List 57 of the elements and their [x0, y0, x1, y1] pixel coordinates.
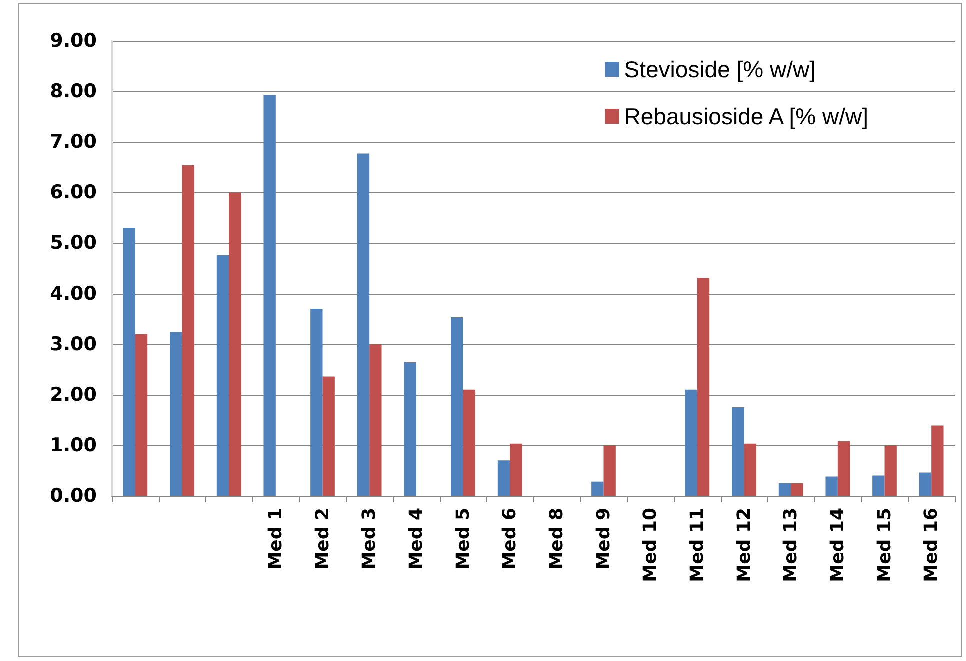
bar — [778, 483, 792, 496]
bar — [310, 308, 323, 496]
x-tick-label: Med 10 — [640, 508, 662, 582]
bar — [498, 460, 510, 496]
x-tick-label: Med 9 — [593, 508, 614, 570]
legend-label: Stevioside [% w/w] — [624, 56, 816, 82]
x-tick-label: Med 15 — [874, 508, 896, 582]
y-tick-label: 4.00 — [50, 282, 97, 305]
legend-label: Rebausioside A [% w/w] — [624, 104, 868, 130]
bar — [510, 444, 522, 496]
bar — [884, 445, 897, 496]
bar — [264, 95, 276, 496]
x-tick-label: Med 6 — [500, 508, 521, 570]
bar — [932, 426, 944, 496]
bar — [604, 445, 616, 496]
bar — [216, 255, 230, 496]
bar — [170, 332, 182, 496]
bar — [182, 165, 194, 496]
x-tick-label: Med 5 — [452, 508, 474, 570]
x-tick-label: Med 11 — [686, 508, 708, 582]
bar — [229, 192, 242, 496]
bar — [872, 476, 885, 496]
bar — [838, 441, 850, 496]
x-tick-label: Med 4 — [406, 508, 427, 570]
bar — [791, 483, 804, 496]
bar — [357, 154, 370, 496]
bar — [592, 482, 604, 496]
x-tick-label: Med 3 — [359, 508, 380, 570]
y-tick-label: 7.00 — [50, 131, 97, 154]
bar — [135, 334, 148, 496]
y-tick-label: 8.00 — [50, 80, 97, 103]
y-tick-label: 0.00 — [50, 485, 97, 507]
y-tick-label: 1.00 — [50, 434, 97, 456]
y-tick-label: 9.00 — [50, 30, 97, 52]
bar — [732, 408, 744, 496]
x-tick-label: Med 1 — [265, 508, 286, 570]
bar — [370, 344, 382, 496]
x-tick-label: Med 14 — [827, 508, 848, 582]
y-tick-label: 6.00 — [50, 182, 97, 204]
bar — [697, 278, 710, 496]
x-tick-label: Med 12 — [734, 508, 755, 582]
x-tick-label: Med 8 — [546, 508, 568, 570]
bar — [919, 472, 932, 496]
x-tick-label: Med 16 — [921, 508, 942, 582]
x-tick-label: Med 13 — [780, 508, 802, 582]
y-tick-label: 5.00 — [50, 232, 97, 254]
y-tick-label: 3.00 — [50, 333, 97, 356]
bar — [404, 362, 416, 496]
x-tick-label: Med 2 — [312, 508, 334, 570]
bar — [123, 228, 136, 496]
bar — [322, 376, 335, 496]
bar — [826, 476, 838, 496]
bar — [685, 390, 698, 496]
bar — [744, 444, 756, 496]
bar — [451, 318, 464, 496]
y-tick-label: 2.00 — [50, 384, 97, 406]
bar — [463, 390, 476, 496]
